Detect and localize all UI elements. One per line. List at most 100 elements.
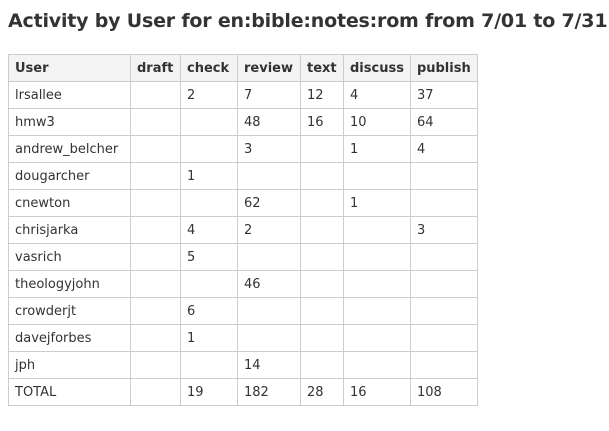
empty-cell — [180, 135, 238, 163]
count-cell: 108 — [409, 378, 478, 406]
table-row: andrew_belcher 3 1 4 — [8, 135, 478, 163]
empty-cell — [343, 324, 411, 352]
empty-cell — [130, 324, 181, 352]
column-header: discuss — [343, 54, 411, 82]
empty-cell — [300, 189, 344, 217]
user-cell: hmw3 — [8, 108, 131, 136]
empty-cell — [409, 297, 478, 325]
count-cell: 19 — [180, 378, 238, 406]
count-cell: 1 — [180, 324, 238, 352]
count-cell: 3 — [409, 216, 478, 244]
empty-cell — [409, 324, 478, 352]
table-row: theologyjohn 46 — [8, 270, 478, 298]
page-title: Activity by User for en:bible:notes:rom … — [8, 10, 608, 32]
table-row: lrsallee 2 7 12 4 37 — [8, 81, 478, 109]
empty-cell — [130, 189, 181, 217]
empty-cell — [130, 135, 181, 163]
count-cell: 3 — [237, 135, 301, 163]
empty-cell — [343, 351, 411, 379]
user-cell: cnewton — [8, 189, 131, 217]
table-row: vasrich 5 — [8, 243, 478, 271]
empty-cell — [343, 162, 411, 190]
empty-cell — [130, 216, 181, 244]
table-row: crowderjt 6 — [8, 297, 478, 325]
count-cell: 1 — [180, 162, 238, 190]
empty-cell — [300, 135, 344, 163]
empty-cell — [130, 81, 181, 109]
empty-cell — [237, 324, 301, 352]
count-cell: 10 — [343, 108, 411, 136]
count-cell: 2 — [237, 216, 301, 244]
user-cell: vasrich — [8, 243, 131, 271]
empty-cell — [237, 297, 301, 325]
table-row: cnewton 62 1 — [8, 189, 478, 217]
table-row: dougarcher 1 — [8, 162, 478, 190]
empty-cell — [409, 351, 478, 379]
empty-cell — [130, 378, 181, 406]
count-cell: 2 — [180, 81, 238, 109]
table-head: User draft check review text discuss publish — [8, 54, 478, 82]
empty-cell — [343, 243, 411, 271]
column-header: check — [180, 54, 238, 82]
table-row: TOTAL 19 182 28 16 108 — [8, 378, 478, 406]
count-cell: 16 — [300, 108, 344, 136]
empty-cell — [237, 162, 301, 190]
table-row: davejforbes 1 — [8, 324, 478, 352]
empty-cell — [409, 189, 478, 217]
count-cell: 1 — [343, 135, 411, 163]
count-cell: 4 — [343, 81, 411, 109]
count-cell: 4 — [409, 135, 478, 163]
empty-cell — [343, 297, 411, 325]
header-row: User draft check review text discuss publish — [8, 54, 478, 82]
user-cell: davejforbes — [8, 324, 131, 352]
count-cell: 4 — [180, 216, 238, 244]
empty-cell — [180, 108, 238, 136]
count-cell: 1 — [343, 189, 411, 217]
count-cell: 7 — [237, 81, 301, 109]
column-header: text — [300, 54, 344, 82]
column-header: User — [8, 54, 131, 82]
activity-table: User draft check review text discuss publish l… — [8, 54, 478, 406]
empty-cell — [237, 243, 301, 271]
table-row: hmw3 48 16 10 64 — [8, 108, 478, 136]
user-cell: theologyjohn — [8, 270, 131, 298]
user-cell: andrew_belcher — [8, 135, 131, 163]
count-cell: 14 — [237, 351, 301, 379]
column-header: draft — [130, 54, 181, 82]
empty-cell — [300, 351, 344, 379]
user-cell: lrsallee — [8, 81, 131, 109]
empty-cell — [300, 324, 344, 352]
table-body: lrsallee 2 7 12 4 37 hmw3 48 16 10 64 andrew_belche… — [8, 81, 478, 406]
user-cell: crowderjt — [8, 297, 131, 325]
user-cell: jph — [8, 351, 131, 379]
count-cell: 28 — [300, 378, 344, 406]
count-cell: 16 — [343, 378, 411, 406]
count-cell: 6 — [180, 297, 238, 325]
user-cell: TOTAL — [8, 378, 131, 406]
empty-cell — [130, 351, 181, 379]
count-cell: 37 — [409, 81, 478, 109]
column-header: review — [237, 54, 301, 82]
table-row: jph 14 — [8, 351, 478, 379]
empty-cell — [130, 270, 181, 298]
empty-cell — [130, 108, 181, 136]
count-cell: 12 — [300, 81, 344, 109]
empty-cell — [300, 216, 344, 244]
empty-cell — [343, 270, 411, 298]
user-cell: dougarcher — [8, 162, 131, 190]
empty-cell — [180, 351, 238, 379]
count-cell: 5 — [180, 243, 238, 271]
empty-cell — [130, 162, 181, 190]
empty-cell — [300, 243, 344, 271]
user-cell: chrisjarka — [8, 216, 131, 244]
empty-cell — [180, 189, 238, 217]
empty-cell — [409, 270, 478, 298]
empty-cell — [409, 243, 478, 271]
empty-cell — [180, 270, 238, 298]
column-header: publish — [409, 54, 478, 82]
empty-cell — [300, 297, 344, 325]
empty-cell — [130, 297, 181, 325]
empty-cell — [300, 162, 344, 190]
count-cell: 64 — [409, 108, 478, 136]
